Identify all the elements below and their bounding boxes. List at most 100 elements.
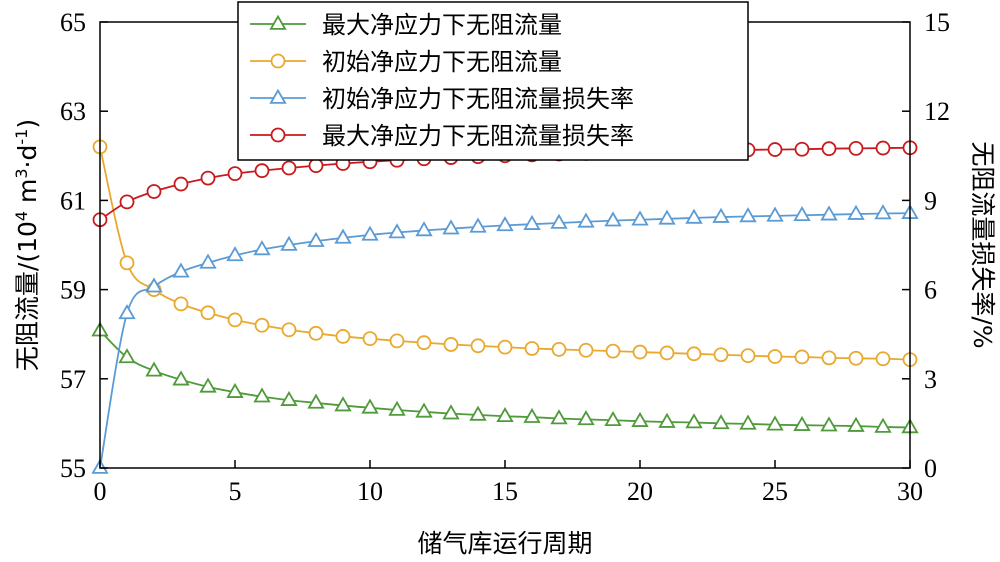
data-point [821, 141, 837, 157]
y-right-tick-label: 6 [924, 276, 937, 305]
y-right-tick-label: 0 [924, 454, 937, 483]
data-point [226, 246, 244, 262]
data-point [334, 396, 352, 412]
y-right-tick-label: 3 [924, 365, 937, 394]
x-tick-label: 30 [897, 477, 923, 506]
data-point [173, 176, 189, 192]
x-tick-label: 25 [762, 477, 788, 506]
data-point [227, 312, 243, 328]
data-point [334, 228, 352, 244]
data-point [686, 346, 702, 362]
legend-item: 最大净应力下无阻流量 [250, 11, 562, 39]
data-point [415, 402, 433, 418]
y-axis-right-title: 无阻流量损失率/% [968, 141, 997, 348]
data-point [631, 210, 649, 226]
data-point [658, 209, 676, 225]
data-point [875, 140, 891, 156]
data-point [361, 398, 379, 414]
x-tick-label: 0 [94, 477, 107, 506]
y-left-tick-label: 63 [60, 97, 86, 126]
data-point [874, 204, 892, 220]
data-point [388, 400, 406, 416]
data-point [604, 410, 622, 427]
x-axis-title: 储气库运行周期 [417, 529, 592, 558]
data-point [713, 347, 729, 363]
data-point [172, 370, 190, 386]
data-point [145, 361, 163, 377]
data-point [416, 335, 432, 351]
data-point [524, 341, 540, 356]
legend-label: 最大净应力下无阻流量损失率 [322, 122, 634, 150]
series-3 [91, 203, 919, 474]
data-point [658, 412, 676, 428]
data-point [874, 417, 892, 433]
data-point [605, 343, 621, 359]
y-left-title-sup1: 4 [12, 211, 31, 221]
data-point [766, 415, 784, 431]
data-point [739, 207, 757, 223]
data-point [119, 255, 135, 271]
series-1 [91, 321, 919, 434]
data-point [281, 160, 297, 176]
series-layer [91, 139, 919, 474]
legend-marker [269, 88, 287, 104]
data-point [767, 349, 783, 364]
legend-item: 初始净应力下无阻流量损失率 [250, 85, 634, 113]
data-point [659, 345, 675, 361]
data-point [253, 387, 271, 403]
data-point [335, 329, 351, 344]
legend-marker [269, 14, 287, 30]
data-point [442, 404, 460, 420]
data-point [200, 305, 216, 321]
x-tick-label: 10 [357, 477, 383, 506]
data-point [280, 235, 298, 251]
data-point [469, 405, 487, 421]
legend-box [237, 1, 749, 161]
data-point [470, 338, 486, 354]
y-axis-left-title: 无阻流量/(104 m3·d-1) [12, 119, 42, 371]
y-left-title-sup2: 3 [12, 168, 31, 178]
y-left-title-part3: ·d [13, 145, 42, 169]
data-point [685, 413, 703, 429]
data-point [443, 337, 459, 352]
data-point [712, 207, 730, 223]
data-point [578, 342, 594, 358]
y-left-title-part4: ) [13, 119, 42, 129]
data-point [173, 296, 189, 312]
legend-label: 最大净应力下无阻流量 [322, 11, 562, 39]
data-point [146, 184, 162, 199]
data-point [119, 194, 135, 210]
data-point [793, 205, 811, 222]
data-point [848, 140, 864, 156]
data-point [577, 212, 595, 228]
legend-marker [270, 53, 286, 69]
x-tick-label: 20 [627, 477, 653, 506]
data-point [199, 253, 217, 269]
data-point [875, 351, 891, 367]
y-right-tick-label: 12 [924, 97, 950, 126]
data-point [847, 416, 865, 432]
data-point [227, 166, 243, 182]
data-point [389, 333, 405, 349]
data-point [604, 211, 622, 227]
data-point [739, 414, 757, 430]
data-point [847, 204, 865, 220]
data-point [523, 214, 541, 230]
data-point [254, 317, 270, 333]
x-tick-label: 15 [492, 477, 518, 506]
data-point [361, 225, 379, 241]
data-point [172, 262, 190, 278]
data-point [523, 407, 541, 423]
data-point [550, 409, 568, 425]
data-point [496, 216, 514, 232]
data-point [199, 377, 217, 393]
data-point [281, 322, 297, 338]
y-left-title-part1: 无阻流量/(10 [13, 221, 42, 371]
y-left-tick-label: 57 [60, 365, 86, 394]
data-point [820, 416, 838, 432]
data-point [632, 344, 648, 360]
data-point [794, 349, 810, 365]
data-point [497, 339, 513, 355]
data-point [766, 206, 784, 222]
y-left-tick-label: 59 [60, 276, 86, 305]
